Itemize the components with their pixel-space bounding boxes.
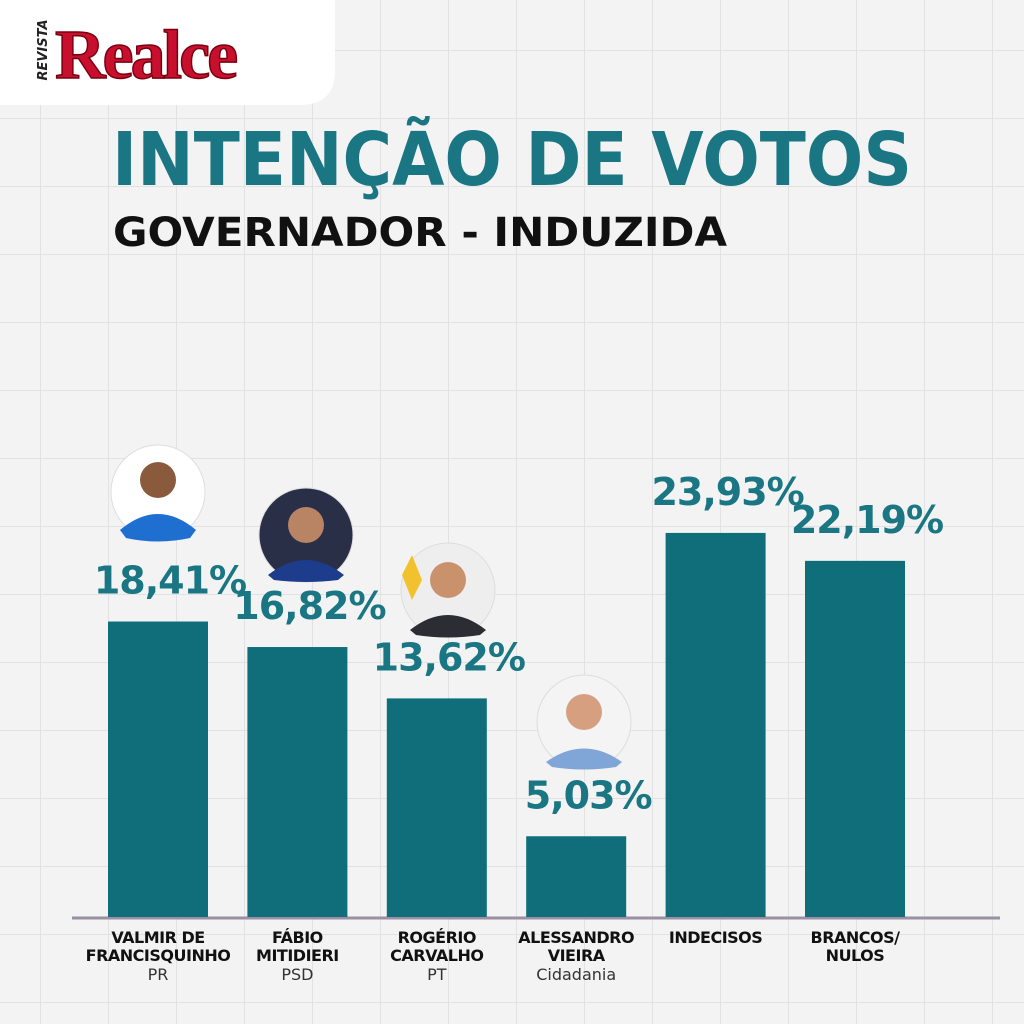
brand-kicker: REVISTA xyxy=(36,19,51,80)
bar xyxy=(108,621,208,917)
category-label: VALMIR DE FRANCISQUINHO xyxy=(85,928,231,965)
bar xyxy=(247,647,348,917)
logo-panel xyxy=(0,0,335,105)
party-label: Cidadania xyxy=(536,965,617,984)
brand-name: Realce xyxy=(55,17,237,94)
photos xyxy=(110,444,632,770)
category-label: BRANCOS/ NULOS xyxy=(810,928,901,965)
value-label: 22,19% xyxy=(791,498,943,542)
value-label: 23,93% xyxy=(651,470,803,514)
candidate-photo-body xyxy=(120,514,196,542)
candidate-photo-face xyxy=(566,694,602,730)
candidate-photo-face xyxy=(288,507,324,543)
candidate-photo-body xyxy=(546,748,622,770)
value-label: 13,62% xyxy=(373,635,525,679)
chart-title: INTENÇÃO DE VOTOS xyxy=(112,115,912,203)
party-label: PT xyxy=(427,965,447,984)
candidate-photo-body xyxy=(410,615,486,638)
category-label: ROGÉRIO CARVALHO xyxy=(390,928,484,965)
category-label: ALESSANDRO VIEIRA xyxy=(518,928,635,965)
value-label: 5,03% xyxy=(525,773,652,817)
party-label: PSD xyxy=(281,965,314,984)
category-label: FÁBIO MITIDIERI xyxy=(256,928,339,965)
photo-flag xyxy=(402,555,422,600)
chart-subtitle: GOVERNADOR - INDUZIDA xyxy=(113,210,727,256)
category-label: INDECISOS xyxy=(668,928,763,947)
candidate-photo-face xyxy=(430,562,466,598)
bar xyxy=(665,532,766,917)
bar xyxy=(386,698,487,917)
value-label: 18,41% xyxy=(94,559,246,603)
value-label: 16,82% xyxy=(233,584,385,628)
bar xyxy=(805,560,905,917)
bar xyxy=(526,836,627,917)
party-label: PR xyxy=(147,965,169,984)
candidate-photo-face xyxy=(140,462,176,498)
candidate-photo-body xyxy=(268,560,344,582)
